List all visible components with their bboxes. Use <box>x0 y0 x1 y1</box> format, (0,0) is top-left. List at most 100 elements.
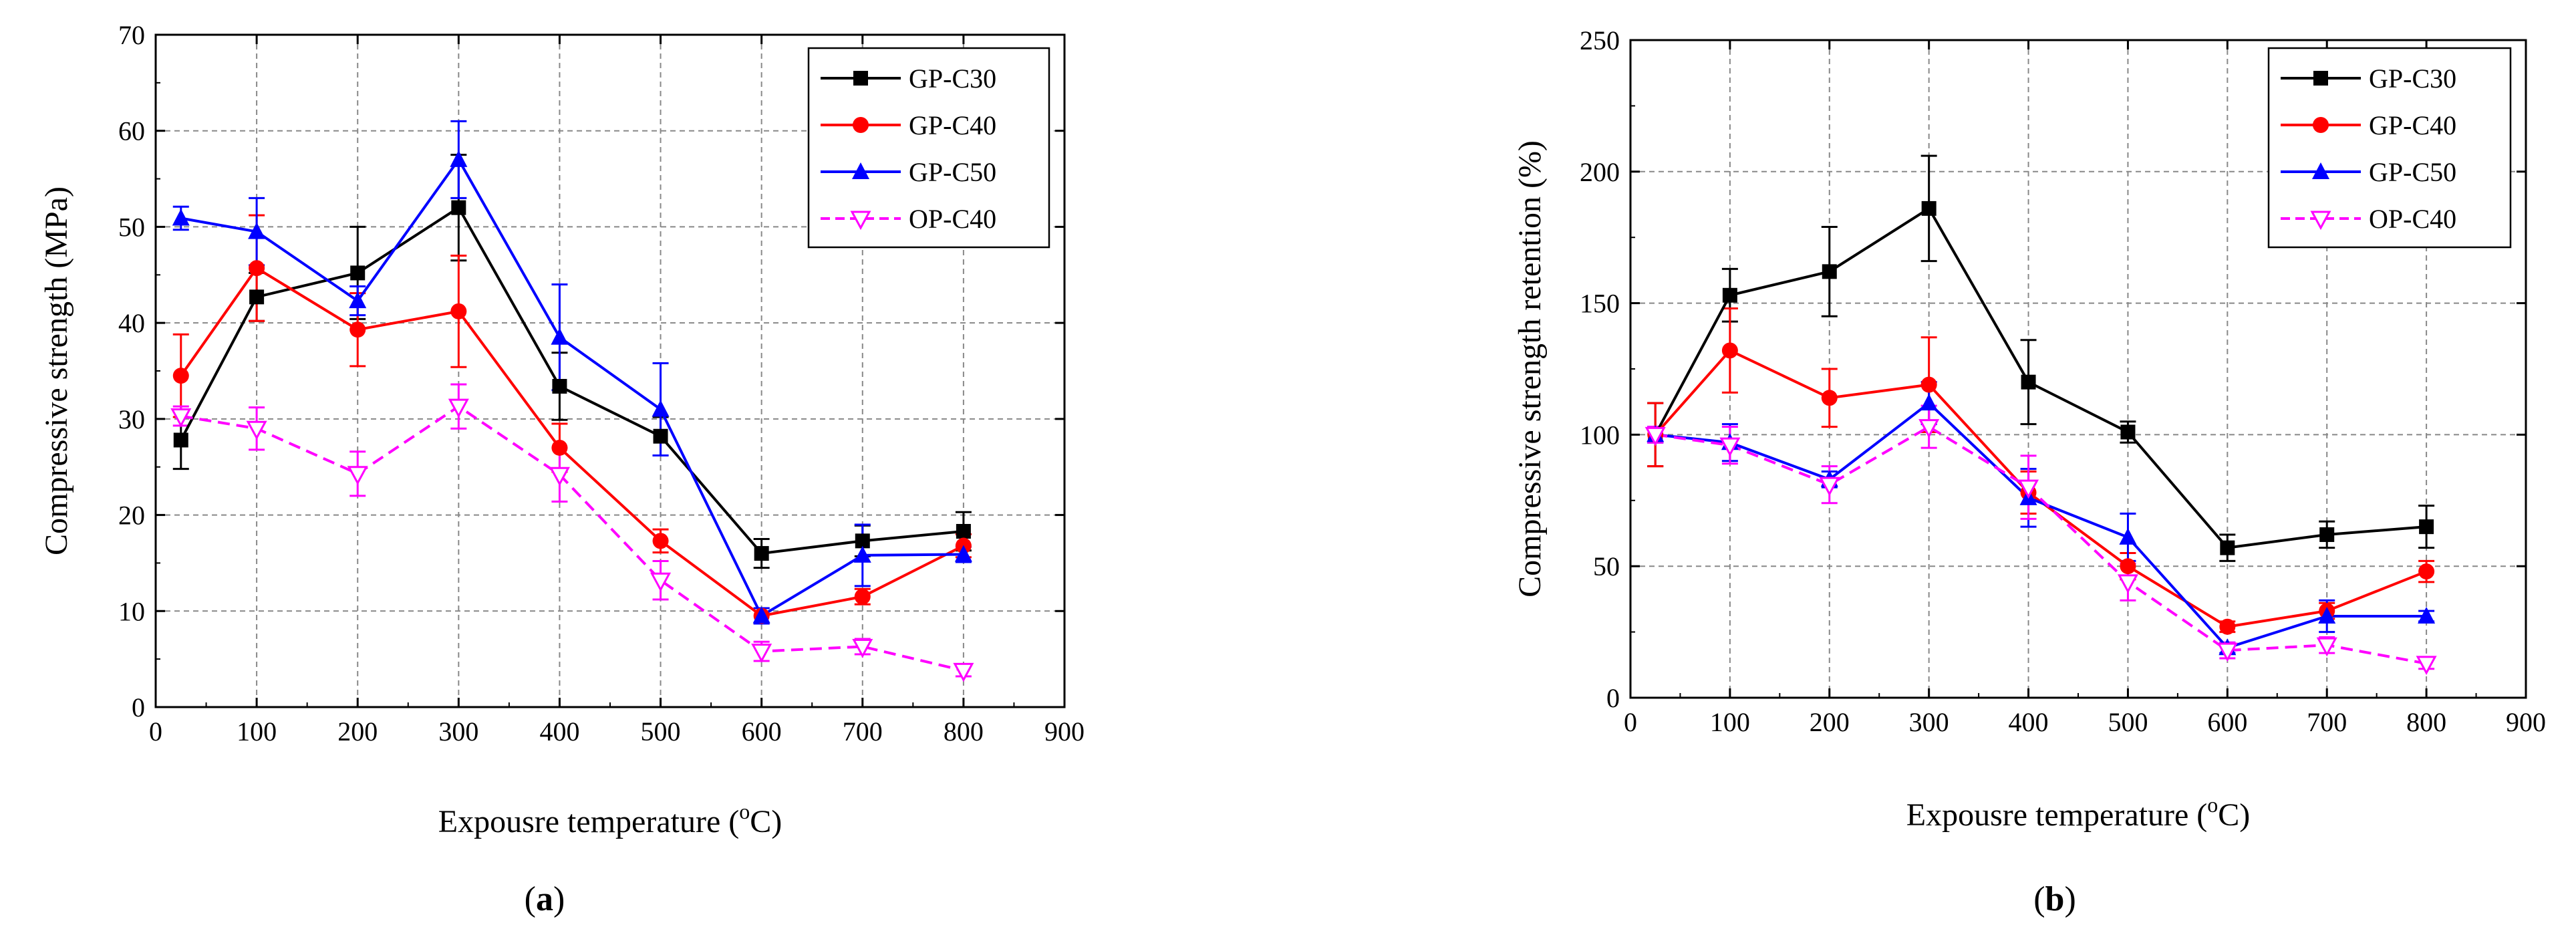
chart-b-gp-c30-point <box>1822 264 1837 279</box>
chart-a-ticks: 0 100 200 300 400 500 600 700 800 900 0 10 20 30 40 50 6… <box>118 20 1085 747</box>
chart-a-caption-close: ) <box>553 880 565 918</box>
chart-b-x-axis-label-sup: o <box>2207 793 2218 817</box>
chart-a-gp-c30-point <box>754 546 769 561</box>
chart-a-x-axis-label-prefix: Expousre temperature ( <box>438 804 739 839</box>
chart-a-gp-c40-point <box>854 588 871 605</box>
chart-a-markers <box>170 150 974 682</box>
chart-b-caption-open: ( <box>2033 880 2045 918</box>
chart-b-op-c40-point <box>1644 426 1666 446</box>
chart-a-ytick-label: 70 <box>118 20 145 50</box>
chart-b-gp-c50-point <box>2318 606 2336 624</box>
chart-b-x-axis-label-prefix: Expousre temperature ( <box>1906 797 2207 833</box>
chart-b-gp-c50-line <box>1655 401 2427 650</box>
chart-a-gp-c40-point <box>249 260 265 277</box>
chart-a-op-c40-point <box>549 466 570 487</box>
chart-b-gp-c40-point <box>2120 558 2136 575</box>
chart-a-legend-gp-c30-marker <box>853 71 868 86</box>
chart-a-gp-c50-point <box>172 209 190 226</box>
chart-b-gp-c50-point <box>1920 394 1938 411</box>
chart-a-op-c40-line <box>180 404 964 672</box>
chart-a-gp-c50-point <box>752 606 770 624</box>
chart-b-op-c40-line <box>1655 425 2427 665</box>
chart-a-gp-c30-point <box>173 432 188 448</box>
chart-b-caption: (b) <box>2033 880 2076 918</box>
chart-a-xtick-label: 700 <box>843 716 883 747</box>
chart-a-op-c40-point <box>751 644 772 663</box>
chart-b-xtick-label: 900 <box>2506 707 2546 737</box>
chart-a-gp-c50-point <box>349 291 367 309</box>
chart-a-gp-c50-point <box>248 222 266 239</box>
chart-a-legend-op-c40-marker <box>850 211 871 231</box>
chart-b-gp-c40-point <box>2418 563 2435 580</box>
chart-b-op-c40-point <box>1918 419 1940 438</box>
chart-a-legend-gp-c50-label: GP-C50 <box>909 157 996 187</box>
chart-a-legend-op-c40-label: OP-C40 <box>909 204 996 234</box>
chart-b-gp-c30-point <box>1921 200 1937 216</box>
chart-b-legend-op-c40-marker <box>2310 211 2331 231</box>
chart-b-op-c40-point <box>2316 637 2337 657</box>
chart-b-legend-box <box>2267 47 2512 249</box>
chart-b-legend-gp-c50-label: GP-C50 <box>2369 157 2456 187</box>
chart-a-gp-c40-point <box>349 321 366 338</box>
chart-b-legend-gp-c40-label: GP-C40 <box>2369 110 2456 140</box>
chart-b-gp-c40-point <box>2219 618 2236 635</box>
chart-a-x-axis-label-suffix: C) <box>750 804 782 839</box>
chart-b-gp-c40-line <box>1654 348 2427 628</box>
chart-b-op-c40-point <box>2117 574 2138 593</box>
chart-a-legend-gp-c40-marker <box>853 117 869 133</box>
chart-a-legend-box <box>807 47 1050 249</box>
chart-a-legend-gp-c40-label: GP-C40 <box>909 110 996 140</box>
chart-a-op-c40-point <box>650 572 672 592</box>
chart-b-xtick-label: 100 <box>1710 707 1750 737</box>
chart-a-ytick-label: 50 <box>118 212 145 242</box>
chart-b-ytick-label: 200 <box>1580 157 1620 187</box>
chart-b-ytick-label: 0 <box>1606 683 1620 713</box>
chart-a-ytick-label: 0 <box>132 692 145 722</box>
chart-a-caption-open: ( <box>525 880 536 918</box>
chart-b-xtick-label: 500 <box>2108 707 2148 737</box>
chart-b-op-c40-point <box>2416 656 2437 675</box>
chart-a-gp-c30-point <box>249 289 265 305</box>
chart-a-xtick-label: 800 <box>944 716 984 747</box>
chart-a-gp-c50-point <box>652 400 670 417</box>
chart-b-gp-c30-point <box>2319 527 2335 542</box>
chart-a-xtick-label: 500 <box>641 716 681 747</box>
chart-b-ytick-label: 250 <box>1580 25 1620 55</box>
chart-b-gp-c30-point <box>2220 540 2235 555</box>
chart-a-op-c40-point <box>246 420 267 440</box>
chart-b-legend-gp-c40-marker <box>2313 117 2329 133</box>
chart-a-op-c40-point <box>852 638 873 658</box>
chart-a-op-c40-point <box>448 398 469 418</box>
chart-a-legend-gp-c30-label: GP-C30 <box>909 63 996 94</box>
chart-b-gp-c30-point <box>2419 519 2434 535</box>
chart-a-y-axis-label: Compressive strength (MPa) <box>39 186 74 555</box>
chart-a-gp-c50-point <box>853 545 871 563</box>
chart-b-ytick-label: 50 <box>1593 551 1620 581</box>
chart-a-gp-c40-point <box>551 439 568 456</box>
chart-a-gp-c30-point <box>956 524 971 539</box>
chart-b-xtick-label: 800 <box>2406 707 2446 737</box>
chart-b-gp-c30-line <box>1654 207 2427 549</box>
chart-b-series-lines <box>1654 207 2427 665</box>
chart-a-gp-c30-point <box>350 265 366 281</box>
chart-b-xtick-label: 200 <box>1810 707 1850 737</box>
chart-b-xtick-label: 300 <box>1909 707 1949 737</box>
chart-b-gp-c30-point <box>2120 424 2136 440</box>
chart-a-caption-letter: a <box>536 880 553 918</box>
chart-a-op-c40-point <box>170 408 192 428</box>
chart-a-gp-c30-point <box>653 428 668 444</box>
chart-b-ticks: 0 100 200 300 400 500 600 700 800 900 0 50 100 150 200… <box>1580 25 2546 737</box>
chart-b-legend-gp-c30-label: GP-C30 <box>2369 63 2456 94</box>
chart-b-gp-c30-point <box>2021 374 2036 390</box>
chart-a-ytick-label: 40 <box>118 308 145 338</box>
chart-a-gp-c30-point <box>552 378 567 394</box>
chart-a-op-c40-point <box>347 466 368 485</box>
chart-b-gp-c40-point <box>1821 390 1838 406</box>
chart-b-op-c40-point <box>1819 477 1840 497</box>
chart-b-x-axis-label-suffix: C) <box>2218 797 2250 833</box>
chart-a-legend-gp-c50-marker <box>852 162 869 179</box>
chart-b-y-axis-label: Compressive strength retention (%) <box>1512 140 1548 597</box>
chart-a-ytick-label: 60 <box>118 116 145 146</box>
chart-b-xtick-label: 400 <box>2009 707 2049 737</box>
